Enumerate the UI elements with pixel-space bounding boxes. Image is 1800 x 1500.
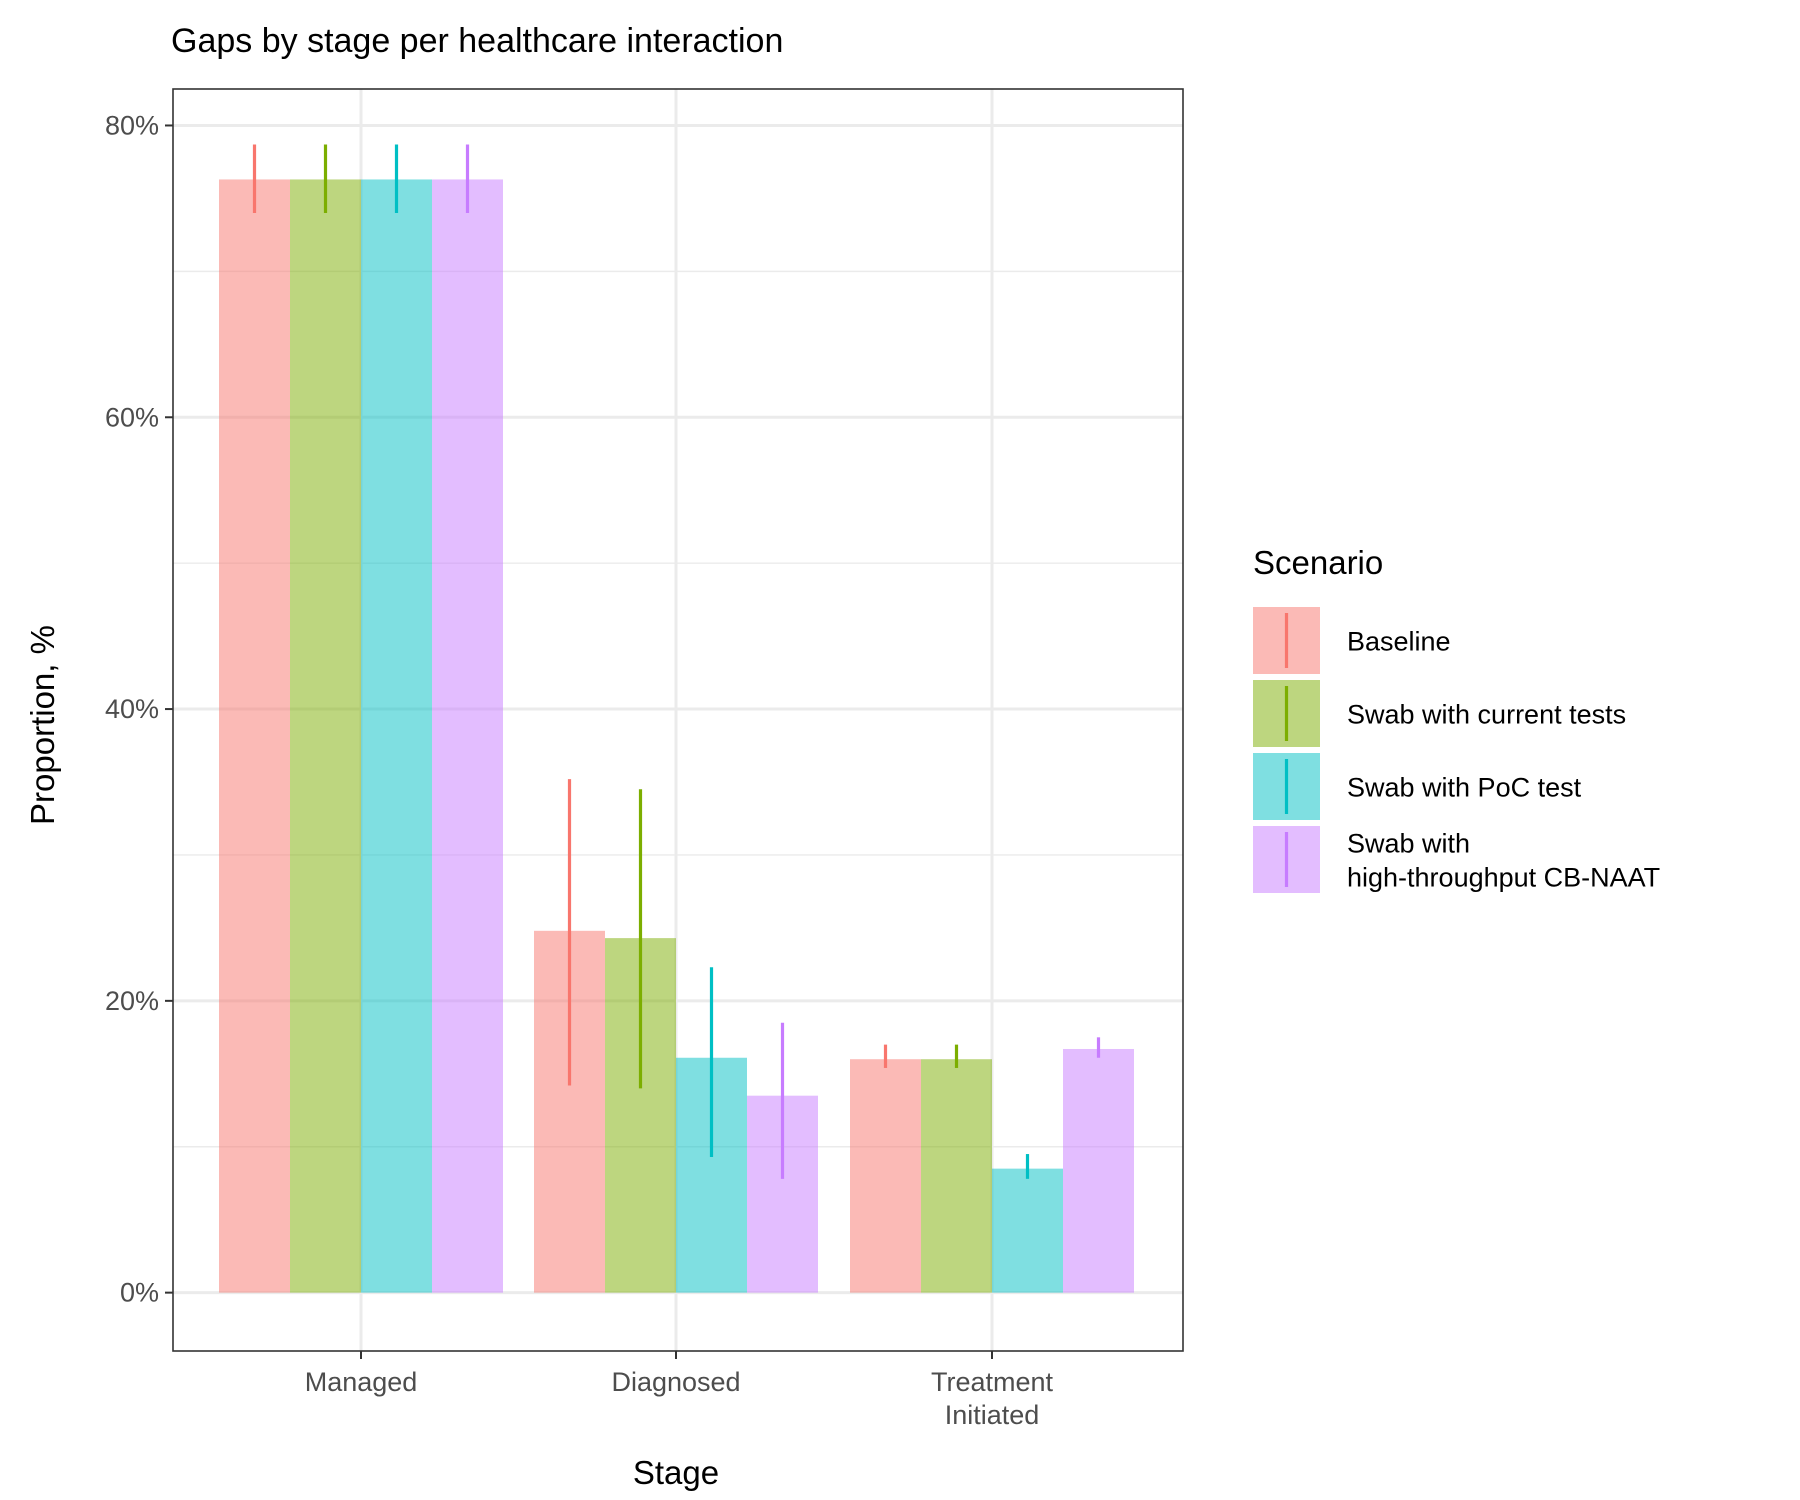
legend-label-line: Swab with current tests	[1347, 700, 1626, 730]
legend: Scenario Baseline Swab with current tests…	[1253, 544, 1660, 893]
bar	[290, 179, 361, 1293]
axes: 0% 20% 40% 60% 80% Managed Diagnosed Treatment I…	[105, 110, 1054, 1430]
legend-label: Swab with current tests	[1347, 700, 1626, 730]
bar	[850, 1059, 921, 1293]
bar	[432, 179, 503, 1293]
x-tick-label: Treatment Initiated	[931, 1367, 1054, 1430]
x-tick-label: Managed	[305, 1367, 418, 1397]
x-tick-label-line: Treatment	[931, 1367, 1054, 1397]
bar	[992, 1168, 1063, 1293]
legend-title: Scenario	[1253, 544, 1383, 581]
bar	[219, 179, 290, 1293]
legend-label: Swab with high-throughput CB-NAAT	[1347, 829, 1660, 893]
bar	[361, 179, 432, 1293]
legend-label: Swab with PoC test	[1347, 773, 1582, 803]
x-tick-label-line: Initiated	[945, 1400, 1040, 1430]
legend-label: Baseline	[1347, 627, 1451, 657]
x-tick-label-line: Managed	[305, 1367, 418, 1397]
x-tick-label: Diagnosed	[611, 1367, 740, 1397]
y-tick-label: 40%	[105, 694, 159, 724]
y-axis-title: Proportion, %	[24, 625, 61, 825]
bars	[219, 179, 1134, 1293]
plot-panel-border	[172, 88, 1184, 1352]
y-tick-label: 0%	[120, 1278, 159, 1308]
legend-label-line: high-throughput CB-NAAT	[1347, 863, 1660, 893]
y-tick-label: 20%	[105, 986, 159, 1016]
legend-label-line: Baseline	[1347, 627, 1451, 657]
legend-label-line: Swab with PoC test	[1347, 773, 1582, 803]
x-tick-label-line: Diagnosed	[611, 1367, 740, 1397]
legend-label-line: Swab with	[1347, 829, 1470, 859]
bar	[921, 1059, 992, 1293]
chart-title: Gaps by stage per healthcare interaction	[171, 22, 783, 60]
y-tick-label: 80%	[105, 110, 159, 140]
y-tick-label: 60%	[105, 402, 159, 432]
x-axis-title: Stage	[633, 1454, 719, 1491]
bar	[1063, 1048, 1134, 1293]
error-bars	[252, 144, 1101, 1179]
